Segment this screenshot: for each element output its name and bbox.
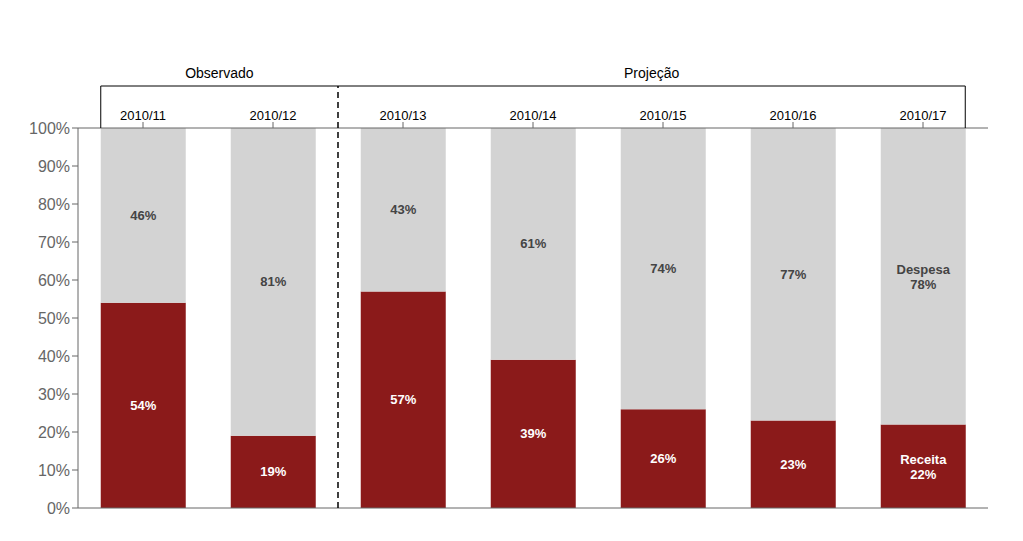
svg-text:10%: 10% (38, 462, 70, 479)
svg-text:2010/12: 2010/12 (250, 108, 297, 123)
svg-text:2010/15: 2010/15 (640, 108, 687, 123)
svg-text:50%: 50% (38, 310, 70, 327)
svg-text:46%: 46% (130, 208, 156, 223)
svg-text:54%: 54% (130, 398, 156, 413)
svg-text:74%: 74% (650, 261, 676, 276)
svg-text:Projeção: Projeção (624, 65, 679, 81)
svg-text:100%: 100% (29, 120, 70, 137)
svg-text:90%: 90% (38, 158, 70, 175)
svg-text:2010/17: 2010/17 (900, 108, 947, 123)
svg-text:2010/11: 2010/11 (120, 108, 166, 123)
svg-text:77%: 77% (780, 267, 806, 282)
svg-text:43%: 43% (390, 202, 416, 217)
svg-text:2010/13: 2010/13 (380, 108, 427, 123)
svg-text:2010/16: 2010/16 (770, 108, 817, 123)
svg-text:57%: 57% (390, 392, 416, 407)
svg-text:Observado: Observado (185, 65, 254, 81)
svg-text:30%: 30% (38, 386, 70, 403)
svg-text:20%: 20% (38, 424, 70, 441)
svg-text:39%: 39% (520, 426, 546, 441)
svg-text:26%: 26% (650, 451, 676, 466)
svg-text:81%: 81% (260, 274, 286, 289)
svg-text:61%: 61% (520, 236, 546, 251)
svg-text:80%: 80% (38, 196, 70, 213)
svg-text:23%: 23% (780, 457, 806, 472)
svg-text:19%: 19% (260, 464, 286, 479)
svg-text:40%: 40% (38, 348, 70, 365)
svg-text:0%: 0% (47, 500, 70, 517)
svg-text:70%: 70% (38, 234, 70, 251)
svg-text:60%: 60% (38, 272, 70, 289)
svg-text:Receita22%: Receita22% (900, 452, 947, 483)
svg-text:2010/14: 2010/14 (510, 108, 557, 123)
svg-text:Despesa78%: Despesa78% (897, 262, 951, 293)
